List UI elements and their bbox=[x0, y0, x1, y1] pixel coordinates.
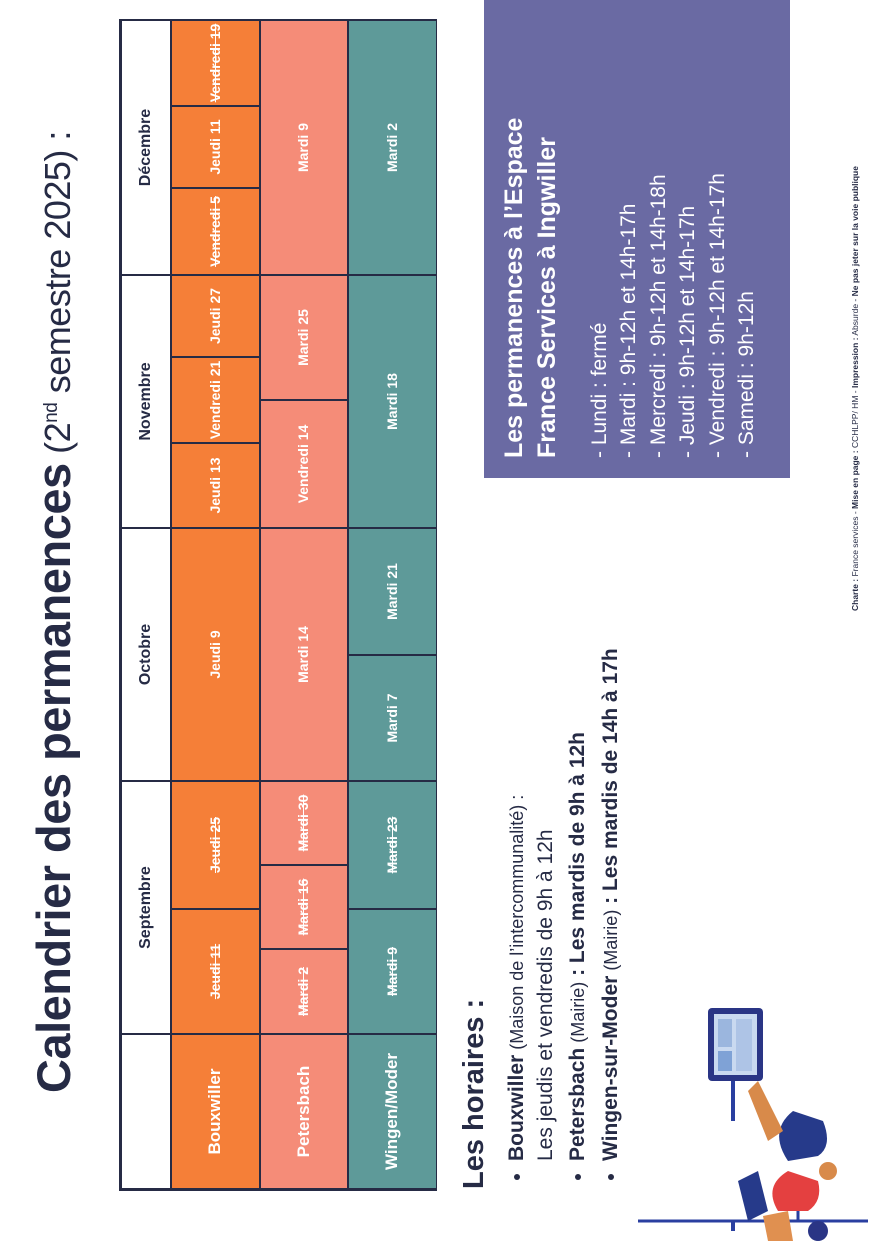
month-header: Octobre bbox=[121, 528, 171, 781]
horaires-list: Bouxwiller (Maison de l’intercommunalité… bbox=[503, 489, 625, 1189]
date-cell: Jeudi 27 bbox=[171, 275, 260, 357]
date-cell: Mardi 2 bbox=[348, 20, 437, 275]
horaire-item: Petersbach (Mairie) : Les mardis de 9h à… bbox=[564, 489, 593, 1161]
date-cell: Mardi 30 bbox=[260, 781, 348, 865]
date-cell: Mardi 7 bbox=[348, 655, 437, 781]
date-cell: Vendredi 14 bbox=[260, 400, 348, 528]
date-cell: Mardi 23 bbox=[348, 781, 437, 909]
title-subtitle: (2nd semestre 2025) : bbox=[37, 131, 78, 464]
page-title: Calendrier des permanences (2nd semestre… bbox=[26, 131, 81, 1093]
office-illustration bbox=[638, 1008, 868, 1241]
date-cell: Mardi 2 bbox=[260, 949, 348, 1034]
corner-cell bbox=[121, 1034, 171, 1189]
date-cell: Mardi 25 bbox=[260, 275, 348, 400]
date-cell: Vendredi 21 bbox=[171, 357, 260, 443]
row-label-bouxwiller: Bouxwiller bbox=[171, 1034, 260, 1189]
date-cell: Mardi 21 bbox=[348, 528, 437, 655]
row-label-wingen: Wingen/Moder bbox=[348, 1034, 437, 1189]
date-cell: Jeudi 25 bbox=[171, 781, 260, 909]
france-services-title: Les permanences à l’Espace France Servic… bbox=[500, 117, 561, 458]
row-label-petersbach: Petersbach bbox=[260, 1034, 348, 1189]
date-cell: Jeudi 9 bbox=[171, 528, 260, 781]
month-header: Novembre bbox=[121, 275, 171, 528]
title-main: Calendrier des permanences bbox=[27, 463, 80, 1093]
month-header: Décembre bbox=[121, 20, 171, 275]
horaire-item: Bouxwiller (Maison de l’intercommunalité… bbox=[503, 489, 560, 1161]
credits-line: Charte : France services - Mise en page … bbox=[850, 166, 860, 611]
date-cell: Vendredi 19 bbox=[171, 20, 260, 106]
month-header: Septembre bbox=[121, 781, 171, 1034]
date-cell: Mardi 18 bbox=[348, 275, 437, 528]
date-cell: Vendredi 5 bbox=[171, 188, 260, 275]
date-cell: Mardi 16 bbox=[260, 865, 348, 949]
date-cell: Mardi 9 bbox=[260, 20, 348, 275]
horaires-title: Les horaires : bbox=[458, 998, 490, 1189]
date-cell: Jeudi 11 bbox=[171, 106, 260, 188]
date-cell: Mardi 14 bbox=[260, 528, 348, 781]
horaires-section: Les horaires : Bouxwiller (Maison de l’i… bbox=[458, 489, 629, 1189]
date-cell: Jeudi 11 bbox=[171, 909, 260, 1034]
france-services-box: Les permanences à l’Espace France Servic… bbox=[484, 0, 790, 478]
date-cell: Mardi 9 bbox=[348, 909, 437, 1034]
date-cell: Jeudi 13 bbox=[171, 443, 260, 528]
calendar-table: Septembre Octobre Novembre Décembre Boux… bbox=[119, 19, 437, 1191]
france-services-hours: - Lundi : fermé - Mardi : 9h-12h et 14h-… bbox=[588, 173, 758, 458]
